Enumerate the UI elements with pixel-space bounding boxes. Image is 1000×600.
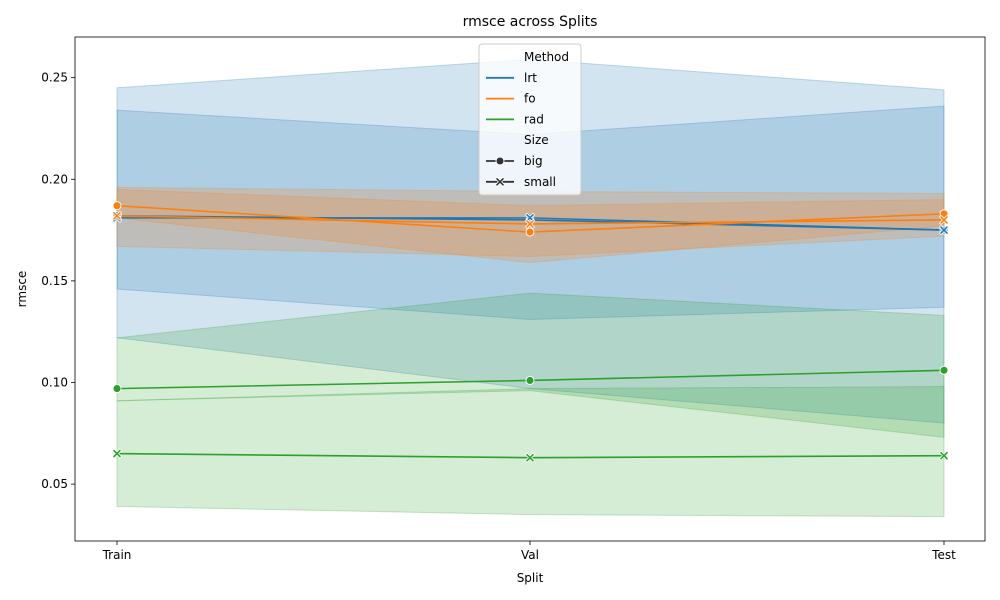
legend-marker-small-cross [496, 178, 504, 186]
data-point-rad-small-val [525, 453, 535, 463]
data-point-rad-small-test-cross [940, 451, 948, 460]
x-tick-label-val: Val [521, 548, 539, 562]
y-tick-label-2: 0.15 [41, 274, 68, 288]
y-tick-label-3: 0.20 [41, 172, 68, 186]
legend: Method lrt fo rad Size big small [478, 43, 582, 196]
data-point-fo-small-test-cross [940, 216, 948, 224]
data-point-rad-big-test [939, 365, 949, 375]
legend-marker-small [495, 177, 505, 187]
confidence-bands [116, 58, 945, 518]
data-point-fo-big-val [525, 227, 535, 237]
data-point-rad-big-train [112, 384, 122, 394]
chart-title: rmsce across Splits [463, 14, 598, 30]
data-point-lrt-small-test-cross [940, 226, 948, 234]
y-axis-label: rmsce [15, 271, 29, 308]
legend-label-lrt: lrt [524, 71, 537, 85]
legend-marker-big [495, 156, 505, 166]
data-point-fo-small-train [112, 211, 122, 221]
x-tick-label-test: Test [931, 548, 956, 562]
data-point-fo-small-val [525, 219, 535, 229]
data-point-fo-small-val-cross [526, 220, 534, 228]
x-axis-label: Split [517, 571, 544, 585]
data-point-rad-small-train-cross [113, 449, 121, 458]
data-point-fo-big-train [112, 201, 122, 211]
x-tick-label-train: Train [102, 548, 132, 562]
legend-title-size: Size [524, 133, 549, 147]
legend-label-big: big [524, 154, 543, 168]
data-point-lrt-small-test [939, 225, 949, 235]
ci-band-rad-big [116, 292, 945, 438]
legend-title-method: Method [524, 50, 569, 64]
series-markers [112, 201, 949, 463]
legend-label-rad: rad [524, 112, 544, 126]
y-axis: 0.05 0.10 0.15 0.20 0.25 [41, 71, 75, 491]
data-point-rad-small-val-cross [526, 453, 534, 462]
data-point-fo-small-train-cross [113, 212, 121, 220]
data-point-rad-small-train [112, 449, 122, 459]
data-point-fo-small-test [939, 215, 949, 225]
x-axis: Train Val Test [102, 541, 956, 562]
legend-label-fo: fo [524, 92, 536, 106]
legend-label-small: small [524, 175, 556, 189]
y-tick-label-4: 0.25 [41, 71, 68, 85]
y-tick-label-1: 0.10 [41, 375, 68, 389]
y-tick-label-0: 0.05 [41, 477, 68, 491]
ci-band-rad-small [116, 386, 945, 518]
legend-box [478, 43, 582, 196]
data-point-rad-big-val [525, 376, 535, 385]
data-point-rad-small-test [939, 451, 949, 461]
